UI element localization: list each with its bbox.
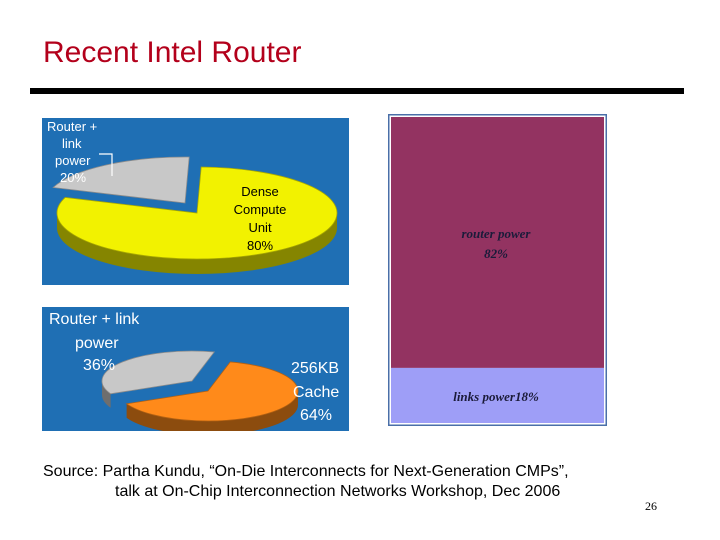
router-power-segment bbox=[391, 117, 604, 368]
router-power-value: 82% bbox=[484, 246, 508, 261]
pie1-router-slice bbox=[52, 156, 190, 204]
pie1-leader-line bbox=[99, 153, 113, 176]
pie-chart-compute-vs-router: Router + link power 20% Dense Compute Un… bbox=[42, 118, 349, 285]
source-line-2: talk at On-Chip Interconnection Networks… bbox=[115, 483, 561, 500]
source-line-1: Source: Partha Kundu, “On-Die Interconne… bbox=[43, 463, 569, 480]
pie2-cache-label-line2: Cache bbox=[293, 384, 339, 401]
pie1-router-label-line2: link bbox=[62, 136, 82, 151]
pie2-router-label-line1: Router + link bbox=[49, 311, 140, 328]
pie2-cache-slice-side bbox=[126, 391, 298, 431]
pie2-cache-label-line3: 64% bbox=[300, 407, 332, 424]
pie2-router-label-line3: 36% bbox=[83, 357, 115, 374]
links-power-label: links power18% bbox=[453, 389, 539, 404]
pie1-router-label-line3: power bbox=[55, 153, 91, 168]
pie1-compute-slice bbox=[56, 166, 338, 260]
links-power-segment bbox=[391, 367, 604, 423]
pie1-compute-label-line3: Unit bbox=[248, 220, 272, 235]
pie1-compute-label-line1: Dense bbox=[241, 184, 279, 199]
pie2-router-slice bbox=[101, 350, 216, 395]
pie1-router-label-line1: Router + bbox=[47, 119, 97, 134]
pie-chart-cache-vs-router: Router + link power 36% 256KB Cache 64% bbox=[42, 307, 349, 431]
pie2-cache-slice bbox=[125, 361, 299, 422]
slide-title: Recent Intel Router bbox=[43, 36, 302, 69]
pie1-router-label-line4: 20% bbox=[60, 170, 86, 185]
pie1-compute-label-line4: 80% bbox=[247, 238, 273, 253]
pie1-compute-slice-side bbox=[57, 213, 337, 274]
title-divider bbox=[30, 88, 684, 94]
router-power-label: router power bbox=[462, 226, 532, 241]
source-citation: Source: Partha Kundu, “On-Die Interconne… bbox=[43, 462, 569, 502]
pie2-cache-label-line1: 256KB bbox=[291, 360, 339, 377]
pie2-router-label-line2: power bbox=[75, 335, 119, 352]
pie1-compute-label-line2: Compute bbox=[234, 202, 287, 217]
stacked-power-bar: router power 82% links power18% bbox=[388, 114, 607, 426]
page-number: 26 bbox=[645, 499, 657, 513]
